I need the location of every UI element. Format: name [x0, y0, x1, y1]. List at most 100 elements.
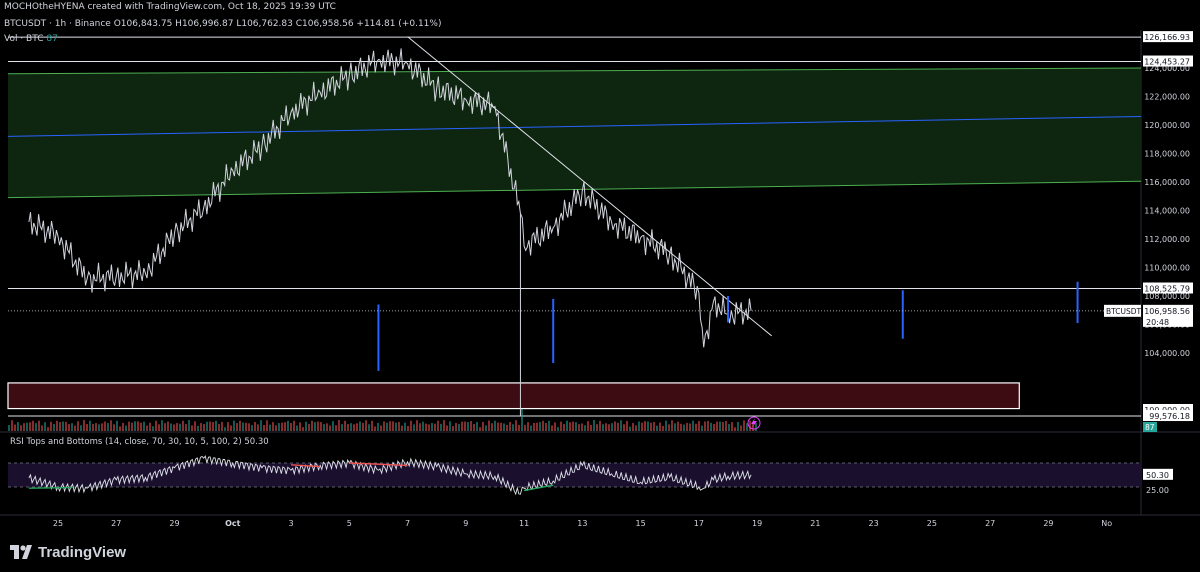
bearish-divergence-line[interactable]	[349, 462, 408, 467]
volume-bar	[485, 425, 487, 431]
symbol-ohlc-line[interactable]: BTCUSDT · 1h · Binance O106,843.75 H106,…	[4, 19, 442, 29]
chart-credit: MOCHOtheHYENA created with TradingView.c…	[4, 2, 336, 12]
price-level-label: 99,576.18	[1149, 412, 1190, 421]
time-tick-label: 11	[519, 519, 529, 528]
volume-bar	[419, 423, 421, 431]
volume-bar	[557, 427, 559, 431]
rsi-band	[8, 463, 1141, 487]
volume-bar	[8, 425, 10, 431]
price-tick-label: 112,000.00	[1144, 235, 1190, 244]
price-level-badge	[1143, 282, 1193, 294]
volume-bar	[698, 421, 700, 431]
volume-badge-label: 87	[1145, 423, 1155, 432]
volume-bar	[164, 423, 166, 431]
volume-bar	[503, 423, 505, 431]
rsi-value: 50.30	[244, 437, 269, 447]
volume-bar	[224, 427, 226, 431]
time-tick-label: 27	[985, 519, 995, 528]
volume-bar	[266, 420, 268, 431]
volume-value: 87	[46, 34, 58, 44]
volume-bar	[362, 422, 364, 431]
volume-bar	[512, 424, 514, 431]
bullish-divergence-line[interactable]	[28, 486, 73, 489]
volume-bar	[740, 425, 742, 431]
volume-bar	[74, 425, 76, 431]
volume-bar	[20, 425, 22, 431]
volume-bar	[146, 425, 148, 431]
volume-bar	[587, 421, 589, 431]
volume-bar	[434, 423, 436, 431]
rsi-value-badge-label: 50.30	[1146, 471, 1169, 480]
volume-bar	[77, 421, 79, 431]
time-tick-label: 21	[810, 519, 820, 528]
volume-bar	[95, 423, 97, 431]
volume-bar	[116, 420, 118, 431]
volume-bar	[260, 420, 262, 431]
volume-bar	[23, 423, 25, 431]
tradingview-logo[interactable]: TradingView	[10, 543, 126, 561]
volume-bar	[26, 422, 28, 431]
descending-trendline[interactable]	[407, 36, 773, 337]
volume-bar	[341, 424, 343, 431]
volume-bar	[317, 421, 319, 431]
volume-legend[interactable]: Vol · BTC 87	[4, 34, 58, 44]
volume-bar	[443, 420, 445, 431]
channel-upper-line[interactable]	[7, 67, 1142, 75]
rsi-legend[interactable]: RSI Tops and Bottoms (14, close, 70, 30,…	[10, 437, 269, 447]
volume-bar	[272, 422, 274, 431]
volume-bar	[68, 424, 70, 431]
demand-zone-box[interactable]	[7, 382, 1020, 410]
volume-bar	[374, 426, 376, 431]
volume-bar	[89, 420, 91, 431]
volume-bar	[11, 420, 13, 431]
price-series[interactable]	[28, 48, 752, 348]
volume-bar	[695, 423, 697, 431]
volume-bar	[653, 422, 655, 431]
volume-bar	[449, 421, 451, 431]
volume-bar	[536, 422, 538, 431]
volume-bar	[578, 424, 580, 431]
volume-bar	[143, 421, 145, 431]
volume-bar	[248, 423, 250, 431]
volume-bar	[476, 422, 478, 431]
volume-bar	[518, 424, 520, 431]
channel-mid-line[interactable]	[7, 115, 1142, 137]
volume-bar	[167, 421, 169, 431]
bearish-divergence-line[interactable]	[290, 464, 321, 468]
volume-bar	[599, 420, 601, 431]
volume-bar	[686, 422, 688, 431]
volume-bar	[254, 421, 256, 431]
rsi-series[interactable]	[28, 455, 752, 496]
volume-bar	[50, 421, 52, 431]
volume-bar	[539, 422, 541, 431]
bullish-divergence-line[interactable]	[523, 484, 554, 492]
volume-bar	[620, 420, 622, 431]
volume-bar	[182, 420, 184, 431]
lightning-icon[interactable]	[747, 416, 761, 430]
volume-bar	[365, 420, 367, 431]
price-level-badge	[1143, 404, 1193, 415]
volume-bar	[473, 423, 475, 431]
volume-bar	[734, 427, 736, 431]
volume-bar	[350, 423, 352, 431]
brand-name: TradingView	[38, 543, 127, 561]
volume-bar	[491, 423, 493, 431]
volume-bar	[65, 421, 67, 431]
volume-bar	[302, 427, 304, 431]
volume-bar	[140, 422, 142, 431]
volume-bar	[107, 423, 109, 431]
volume-bar	[467, 421, 469, 431]
volume-badge	[1143, 422, 1157, 432]
time-tick-label: 29	[169, 519, 179, 528]
volume-bar	[680, 423, 682, 431]
symbol-badge	[1104, 304, 1141, 317]
volume-bar	[593, 420, 595, 431]
volume-bar	[380, 425, 382, 431]
volume-bar	[161, 420, 163, 431]
volume-bar	[125, 425, 127, 431]
volume-bar	[230, 425, 232, 431]
price-tick-label: 108,000.00	[1144, 292, 1190, 301]
volume-bar	[290, 423, 292, 431]
time-tick-label: 7	[405, 519, 410, 528]
